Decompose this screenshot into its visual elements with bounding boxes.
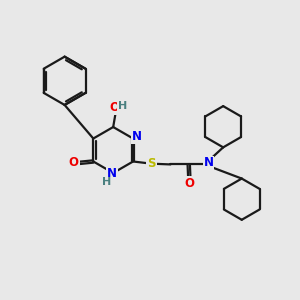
Text: N: N	[203, 157, 214, 169]
Text: H: H	[102, 177, 111, 188]
Text: N: N	[107, 167, 117, 180]
Text: O: O	[109, 101, 119, 114]
Text: O: O	[69, 157, 79, 169]
Text: N: N	[132, 130, 142, 143]
Text: H: H	[118, 101, 127, 111]
Text: O: O	[184, 177, 194, 190]
Text: S: S	[147, 157, 156, 170]
